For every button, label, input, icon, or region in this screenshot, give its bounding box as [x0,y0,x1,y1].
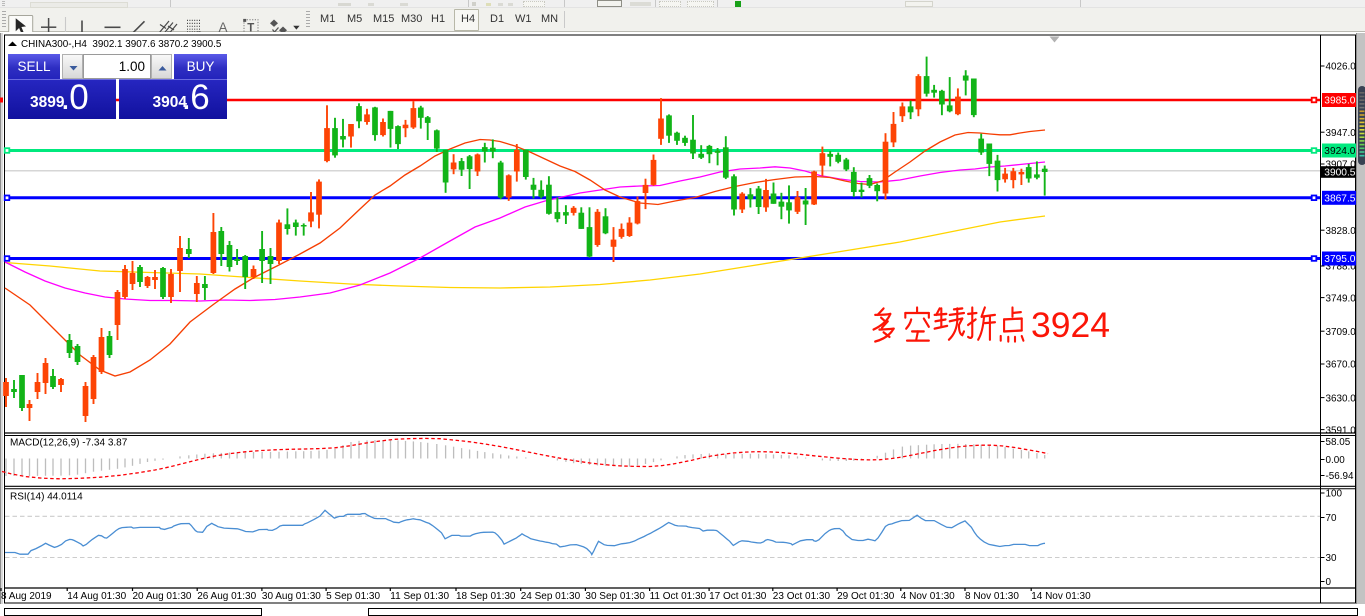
svg-text:3591.0: 3591.0 [1326,425,1357,436]
svg-text:70: 70 [1326,513,1337,524]
svg-text:30 Sep 01:30: 30 Sep 01:30 [585,591,645,602]
svg-text:3907.0: 3907.0 [1326,160,1357,171]
svg-text:3867.5: 3867.5 [1324,193,1355,204]
svg-text:100: 100 [1326,489,1343,500]
svg-text:3828.0: 3828.0 [1326,226,1357,237]
svg-text:3630.0: 3630.0 [1326,393,1357,404]
svg-text:3709.0: 3709.0 [1326,327,1357,338]
svg-text:F: F [197,30,202,33]
svg-text:23 Oct 01:30: 23 Oct 01:30 [773,591,831,602]
svg-text:0: 0 [1326,577,1332,588]
svg-text:58.05: 58.05 [1326,437,1351,448]
svg-text:20 Aug 01:30: 20 Aug 01:30 [133,591,192,602]
svg-text:3749.0: 3749.0 [1326,293,1357,304]
svg-text:14 Aug 01:30: 14 Aug 01:30 [67,591,126,602]
svg-text:3788.0: 3788.0 [1326,262,1357,273]
svg-text:-56.94: -56.94 [1326,471,1355,482]
svg-text:E: E [167,30,172,33]
svg-text:3924.0: 3924.0 [1324,146,1355,157]
svg-text:18 Sep 01:30: 18 Sep 01:30 [456,591,516,602]
svg-text:3795.0: 3795.0 [1324,254,1355,265]
svg-text:24 Sep 01:30: 24 Sep 01:30 [521,591,581,602]
svg-text:3670.0: 3670.0 [1326,360,1357,371]
svg-text:A: A [219,20,228,32]
svg-text:3900.5: 3900.5 [1324,168,1355,179]
svg-text:8 Nov 01:30: 8 Nov 01:30 [965,591,1019,602]
svg-text:4026.0: 4026.0 [1326,62,1357,73]
svg-text:0.00: 0.00 [1326,455,1346,466]
svg-text:8 Aug 2019: 8 Aug 2019 [1,591,52,602]
svg-text:29 Oct 01:30: 29 Oct 01:30 [837,591,895,602]
svg-text:26 Aug 01:30: 26 Aug 01:30 [197,591,256,602]
svg-text:11 Oct 01:30: 11 Oct 01:30 [650,591,707,602]
svg-text:3947.0: 3947.0 [1326,128,1357,139]
svg-text:30: 30 [1326,553,1337,564]
svg-text:3924: 3924 [1031,305,1110,345]
svg-text:RSI(14) 44.0114: RSI(14) 44.0114 [10,492,83,503]
svg-text:3985.0: 3985.0 [1324,96,1355,107]
svg-text:30 Aug 01:30: 30 Aug 01:30 [262,591,321,602]
svg-text:5 Sep 01:30: 5 Sep 01:30 [326,591,380,602]
svg-text:T: T [247,22,254,32]
svg-text:MACD(12,26,9) -7.34 3.87: MACD(12,26,9) -7.34 3.87 [10,438,128,449]
svg-text:17 Oct 01:30: 17 Oct 01:30 [709,591,767,602]
svg-text:14 Nov 01:30: 14 Nov 01:30 [1031,591,1091,602]
svg-text:4 Nov 01:30: 4 Nov 01:30 [901,591,955,602]
svg-text:CHINA300-,H4 3902.1 3907.6 38: CHINA300-,H4 3902.1 3907.6 3870.2 3900.5 [21,39,222,50]
svg-text:11 Sep 01:30: 11 Sep 01:30 [390,591,449,602]
